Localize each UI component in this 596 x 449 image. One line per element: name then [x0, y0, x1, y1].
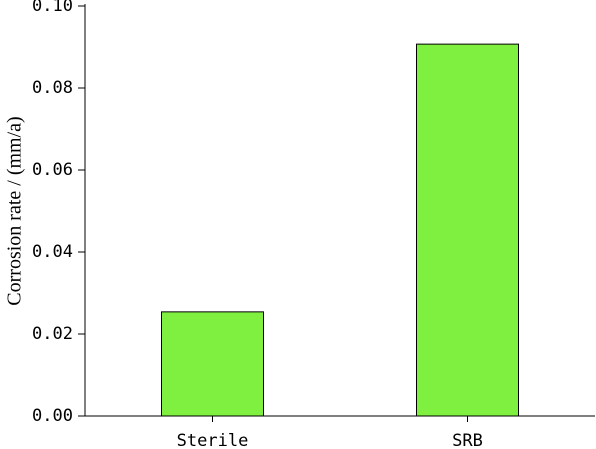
y-tick-label: 0.10	[32, 0, 73, 16]
y-tick-label: 0.00	[32, 406, 73, 426]
x-tick-label: Sterile	[177, 431, 249, 449]
y-axis-label: Corrosion rate / (mm/a)	[4, 116, 26, 305]
bar	[161, 311, 264, 417]
y-tick-label: 0.08	[32, 78, 73, 98]
y-tick-label: 0.06	[32, 160, 73, 180]
y-tick-label: 0.04	[32, 242, 73, 262]
bar	[416, 43, 519, 417]
x-tick-label: SRB	[452, 431, 483, 449]
y-tick-label: 0.02	[32, 324, 73, 344]
